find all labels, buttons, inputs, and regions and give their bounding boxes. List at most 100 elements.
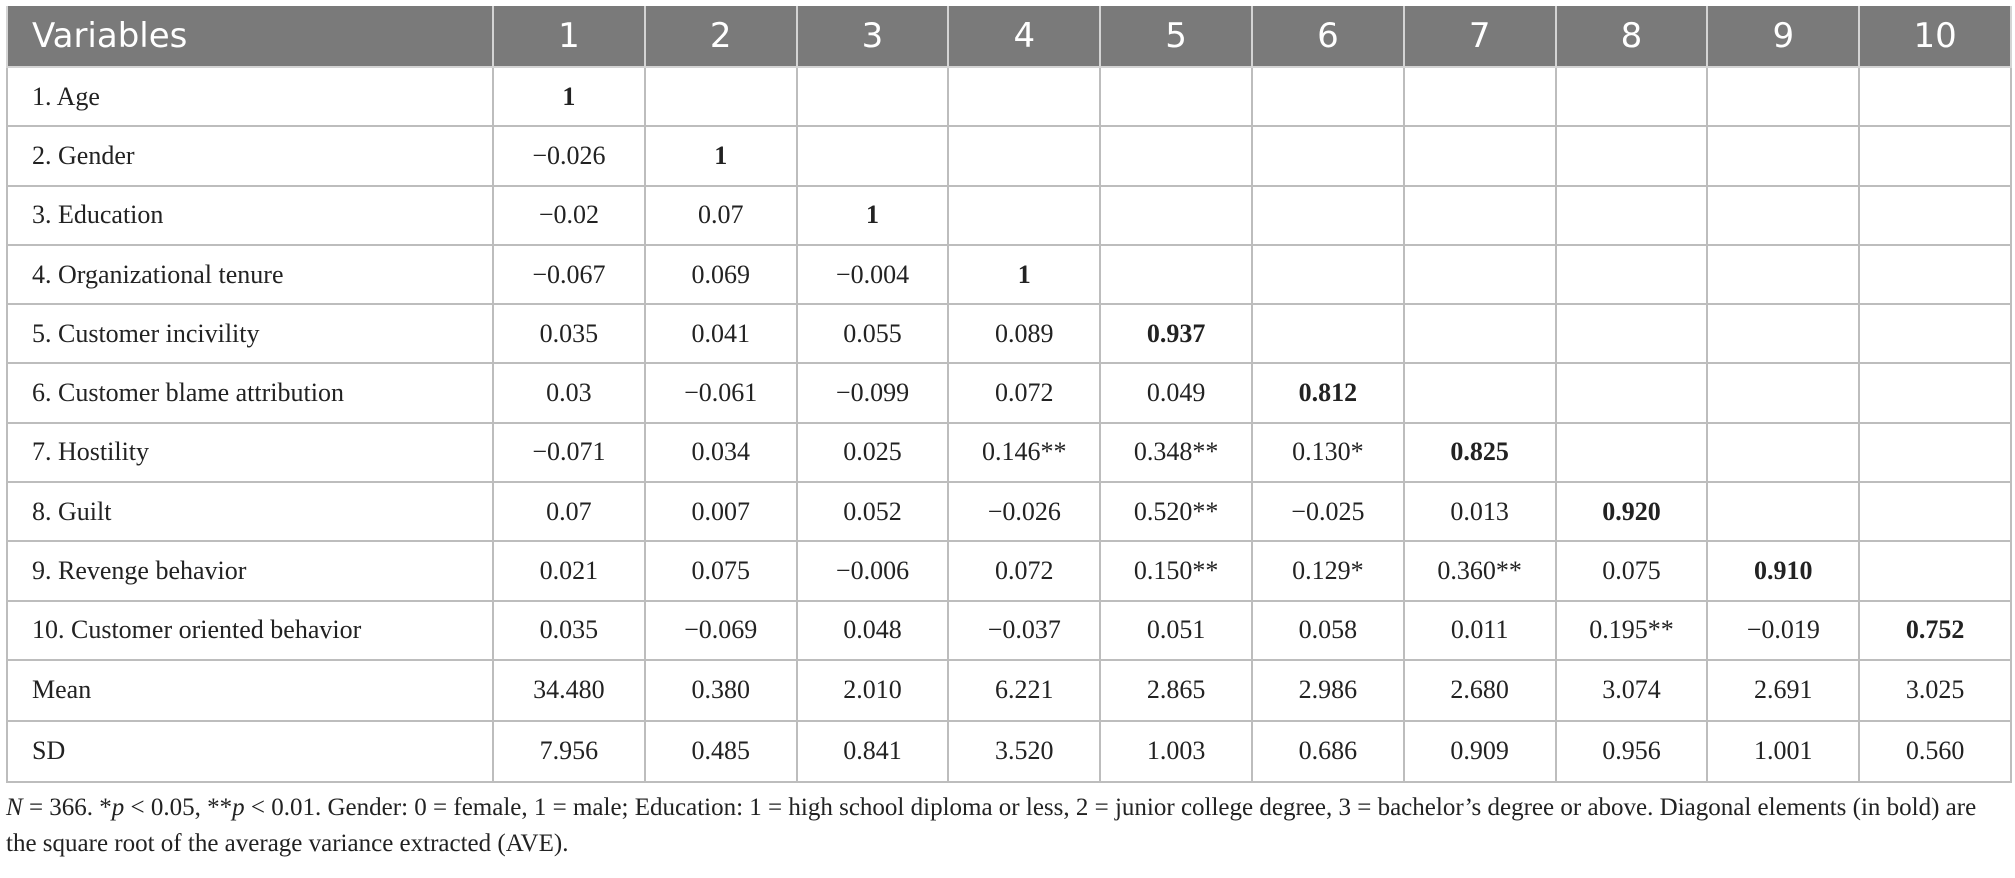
table-cell: 0.072: [947, 362, 1102, 424]
footnote-text-3: < 0.01. Gender: 0 = female, 1 = male; Ed…: [6, 794, 1977, 857]
table-cell: [1706, 362, 1861, 424]
table-header: Variables 1 2 3 4 5 6 7 8 9 10: [6, 6, 2012, 68]
table-cell: [947, 65, 1102, 128]
table-cell: 0.03: [492, 362, 646, 424]
row-label: 7. Hostility: [6, 421, 494, 484]
table-cell: 3.520: [947, 719, 1102, 783]
table-row: Mean 34.480 0.380 2.010 6.221 2.865 2.986 2.680…: [6, 658, 2012, 722]
table-cell: 0.052: [795, 481, 950, 543]
table-cell: [1554, 362, 1709, 424]
table-row: 7. Hostility −0.071 0.034 0.025 0.146** 0.348…: [6, 421, 2012, 484]
table-cell: −0.02: [492, 184, 646, 246]
table-cell: 0.034: [643, 421, 798, 484]
table-cell: [795, 65, 950, 128]
table-row: 4. Organizational tenure −0.067 0.069 −0.00…: [6, 243, 2012, 306]
header-col-8: 8: [1554, 6, 1709, 68]
table-cell: 0.130*: [1250, 421, 1405, 484]
table-cell: −0.026: [492, 125, 646, 187]
table-cell: 1: [795, 184, 950, 246]
table-cell: 2.680: [1402, 658, 1557, 722]
row-label: 3. Education: [6, 184, 494, 246]
table-cell: −0.067: [492, 243, 646, 306]
header-variables: Variables: [6, 6, 494, 68]
footnote-text-1: = 366. *: [22, 794, 112, 821]
table-cell: [1099, 243, 1253, 306]
table-body: 1. Age 1 2. Gender −0.026 1 3. Education −0.02…: [6, 65, 2012, 783]
row-label: 1. Age: [6, 65, 494, 128]
table-cell: 2.865: [1099, 658, 1253, 722]
table-cell: 0.560: [1858, 719, 2012, 783]
table-cell: 0.812: [1250, 362, 1405, 424]
table-cell: 1.003: [1099, 719, 1253, 783]
table-cell: 0.072: [947, 540, 1102, 602]
table-cell: 0.146**: [947, 421, 1102, 484]
table-cell: [1858, 65, 2012, 128]
table-cell: [1706, 65, 1861, 128]
table-cell: [1858, 303, 2012, 365]
table-cell: 0.041: [643, 303, 798, 365]
table-cell: 0.075: [1554, 540, 1709, 602]
table-cell: −0.004: [795, 243, 950, 306]
row-label: 9. Revenge behavior: [6, 540, 494, 602]
footnote-text-2: < 0.05, **: [124, 794, 233, 821]
table-cell: [1402, 65, 1557, 128]
table-cell: 3.025: [1858, 658, 2012, 722]
table-cell: 0.909: [1402, 719, 1557, 783]
table-cell: 0.035: [492, 599, 646, 661]
table-cell: 0.049: [1099, 362, 1253, 424]
row-label: 10. Customer oriented behavior: [6, 599, 494, 661]
table-cell: 0.520**: [1099, 481, 1253, 543]
table-row: 8. Guilt 0.07 0.007 0.052 −0.026 0.520** −0.02…: [6, 481, 2012, 543]
table-cell: 0.07: [643, 184, 798, 246]
table-cell: 0.089: [947, 303, 1102, 365]
header-col-3: 3: [795, 6, 950, 68]
table-cell: [1706, 243, 1861, 306]
table-cell: [1250, 125, 1405, 187]
row-label: SD: [6, 719, 494, 783]
table-cell: 0.058: [1250, 599, 1405, 661]
table-cell: [1554, 303, 1709, 365]
table-cell: 0.150**: [1099, 540, 1253, 602]
header-row: Variables 1 2 3 4 5 6 7 8 9 10: [6, 6, 2012, 68]
table-row: 3. Education −0.02 0.07 1: [6, 184, 2012, 246]
table-cell: 0.075: [643, 540, 798, 602]
table-cell: [1099, 65, 1253, 128]
table-row: SD 7.956 0.485 0.841 3.520 1.003 0.686 0.909 0.9…: [6, 719, 2012, 783]
table-cell: 0.910: [1706, 540, 1861, 602]
row-label: 5. Customer incivility: [6, 303, 494, 365]
table-cell: [1706, 184, 1861, 246]
table-cell: [1858, 481, 2012, 543]
table-cell: −0.071: [492, 421, 646, 484]
table-cell: −0.061: [643, 362, 798, 424]
correlation-table: Variables 1 2 3 4 5 6 7 8 9 10 1. Age 1 2.…: [6, 6, 2012, 783]
table-cell: 2.010: [795, 658, 950, 722]
table-cell: 0.485: [643, 719, 798, 783]
header-col-7: 7: [1402, 6, 1557, 68]
table-row: 10. Customer oriented behavior 0.035 −0.06…: [6, 599, 2012, 661]
table-cell: 34.480: [492, 658, 646, 722]
table-cell: −0.026: [947, 481, 1102, 543]
table-cell: [1858, 243, 2012, 306]
table-cell: [1402, 125, 1557, 187]
footnote-n-symbol: N: [6, 794, 23, 821]
table-cell: [1402, 362, 1557, 424]
row-label: 4. Organizational tenure: [6, 243, 494, 306]
table-cell: 0.035: [492, 303, 646, 365]
table-cell: 0.360**: [1402, 540, 1557, 602]
table-cell: [795, 125, 950, 187]
table-cell: 0.051: [1099, 599, 1253, 661]
header-col-4: 4: [947, 6, 1102, 68]
header-col-2: 2: [643, 6, 798, 68]
footnote-p-symbol-1: p: [111, 794, 125, 821]
table-cell: [1250, 243, 1405, 306]
table-cell: [1250, 303, 1405, 365]
table-cell: 1.001: [1706, 719, 1861, 783]
table-cell: [1706, 303, 1861, 365]
table-cell: −0.025: [1250, 481, 1405, 543]
table-cell: [1706, 125, 1861, 187]
table-cell: 0.129*: [1250, 540, 1405, 602]
table-cell: [1099, 184, 1253, 246]
table-cell: 0.686: [1250, 719, 1405, 783]
table-cell: 1: [947, 243, 1102, 306]
row-label: 6. Customer blame attribution: [6, 362, 494, 424]
